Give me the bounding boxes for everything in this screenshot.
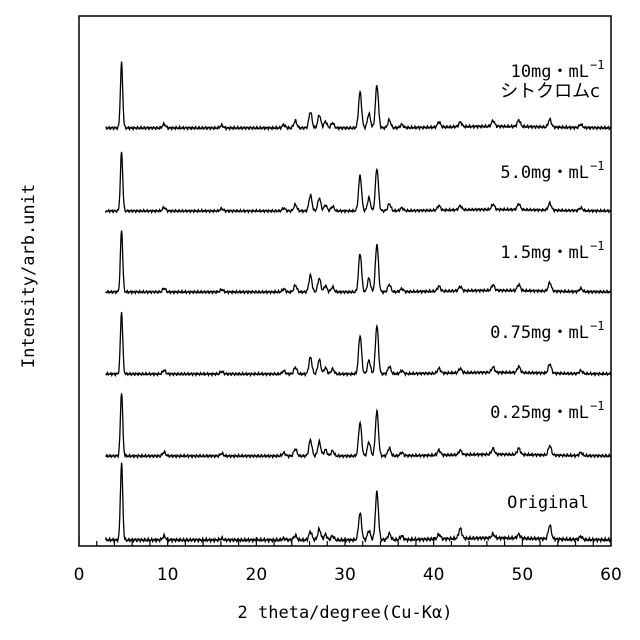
series-label: 0.75mg・mL — [490, 323, 589, 343]
series-label: 0.25mg・mL — [490, 403, 589, 423]
series-line — [106, 312, 611, 376]
x-axis-ticks: 0 10 20 30 40 50 60 — [74, 537, 622, 585]
x-tick-label: 40 — [423, 565, 445, 585]
series-label-exponent: −1 — [590, 239, 604, 253]
series-label: 1.5mg・mL — [500, 243, 589, 263]
x-tick-label: 50 — [512, 565, 534, 585]
x-tick-label: 30 — [334, 565, 356, 585]
series-label: Original — [507, 493, 589, 513]
series-label-exponent: −1 — [590, 58, 604, 72]
x-tick-label: 0 — [74, 565, 85, 585]
series-label: 10mg・mL — [511, 62, 589, 82]
y-axis-title: Intensity/arb.unit — [19, 184, 39, 368]
series-label: 5.0mg・mL — [500, 163, 589, 183]
x-tick-label: 10 — [157, 565, 179, 585]
series-group — [106, 62, 611, 542]
series-label-exponent: −1 — [590, 399, 604, 413]
x-axis-title: 2 theta/degree(Cu-Kα) — [238, 603, 453, 623]
x-tick-label: 20 — [246, 565, 268, 585]
series-label-exponent: −1 — [590, 159, 604, 173]
series-label-exponent: −1 — [590, 319, 604, 333]
series-sublabel: シトクロムc — [500, 81, 600, 102]
x-tick-label: 60 — [600, 565, 622, 585]
